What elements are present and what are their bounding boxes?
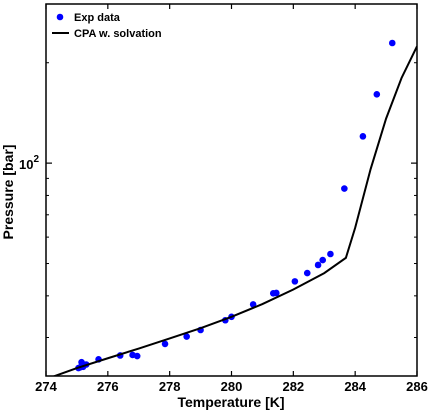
data-point [183, 333, 190, 340]
y-axis-label: Pressure [bar] [0, 145, 16, 240]
data-point [388, 39, 396, 47]
data-point [291, 278, 299, 285]
legend: Exp data CPA w. solvation [52, 12, 162, 40]
x-tick-label: 274 [35, 379, 57, 394]
series-line-cpa [51, 45, 417, 376]
axes-layer: 274 276 278 280 282 284 286 102 [19, 3, 428, 394]
data-point [327, 250, 334, 258]
data-point [373, 91, 381, 98]
data-point [314, 261, 322, 269]
data-point [319, 256, 327, 264]
legend-label: Exp data [74, 12, 121, 24]
data-point [303, 269, 311, 277]
data-point [161, 340, 169, 348]
data-point [133, 352, 141, 360]
x-axis-label: Temperature [K] [177, 394, 284, 410]
data-point [249, 301, 257, 308]
x-tick-label: 286 [406, 379, 428, 394]
x-tick-label: 278 [159, 379, 181, 394]
legend-label: CPA w. solvation [74, 28, 162, 40]
y-tick-label: 102 [19, 154, 39, 172]
x-tick-label: 276 [97, 379, 119, 394]
plot-layer [51, 39, 417, 376]
plot-frame [45, 3, 418, 377]
x-tick-label: 280 [221, 379, 243, 394]
data-point [341, 185, 348, 192]
data-point [359, 133, 367, 140]
x-tick-label: 284 [344, 379, 366, 394]
data-point [273, 289, 280, 297]
x-tick-label: 282 [282, 379, 304, 394]
legend-marker-swatch [56, 13, 64, 21]
